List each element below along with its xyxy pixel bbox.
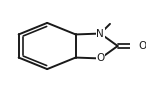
Text: N: N — [97, 29, 104, 39]
Text: O: O — [96, 53, 105, 63]
Text: O: O — [138, 41, 146, 51]
